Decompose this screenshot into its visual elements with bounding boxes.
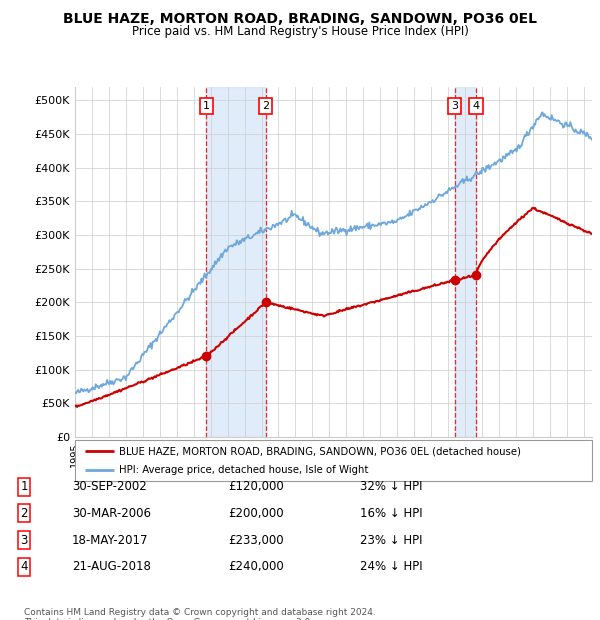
Text: 16% ↓ HPI: 16% ↓ HPI: [360, 507, 422, 520]
Text: BLUE HAZE, MORTON ROAD, BRADING, SANDOWN, PO36 0EL: BLUE HAZE, MORTON ROAD, BRADING, SANDOWN…: [63, 12, 537, 27]
Text: Contains HM Land Registry data © Crown copyright and database right 2024.
This d: Contains HM Land Registry data © Crown c…: [24, 608, 376, 620]
Text: 4: 4: [20, 560, 28, 573]
Text: 24% ↓ HPI: 24% ↓ HPI: [360, 560, 422, 573]
Text: 30-MAR-2006: 30-MAR-2006: [72, 507, 151, 520]
Text: 21-AUG-2018: 21-AUG-2018: [72, 560, 151, 573]
Text: £120,000: £120,000: [228, 480, 284, 493]
Text: 1: 1: [20, 480, 28, 493]
Text: 2: 2: [20, 507, 28, 520]
Text: 30-SEP-2002: 30-SEP-2002: [72, 480, 147, 493]
Text: Price paid vs. HM Land Registry's House Price Index (HPI): Price paid vs. HM Land Registry's House …: [131, 25, 469, 38]
Text: 2: 2: [262, 100, 269, 110]
Bar: [206, 87, 266, 437]
Text: £233,000: £233,000: [228, 534, 284, 546]
Text: 3: 3: [20, 534, 28, 546]
Text: 1: 1: [203, 100, 210, 110]
Text: 32% ↓ HPI: 32% ↓ HPI: [360, 480, 422, 493]
Text: BLUE HAZE, MORTON ROAD, BRADING, SANDOWN, PO36 0EL (detached house): BLUE HAZE, MORTON ROAD, BRADING, SANDOWN…: [119, 446, 521, 456]
Text: 4: 4: [472, 100, 479, 110]
Text: £240,000: £240,000: [228, 560, 284, 573]
Text: 18-MAY-2017: 18-MAY-2017: [72, 534, 149, 546]
Text: 3: 3: [451, 100, 458, 110]
Bar: [455, 87, 476, 437]
Text: 23% ↓ HPI: 23% ↓ HPI: [360, 534, 422, 546]
FancyBboxPatch shape: [75, 440, 592, 480]
Text: £200,000: £200,000: [228, 507, 284, 520]
Text: HPI: Average price, detached house, Isle of Wight: HPI: Average price, detached house, Isle…: [119, 466, 368, 476]
